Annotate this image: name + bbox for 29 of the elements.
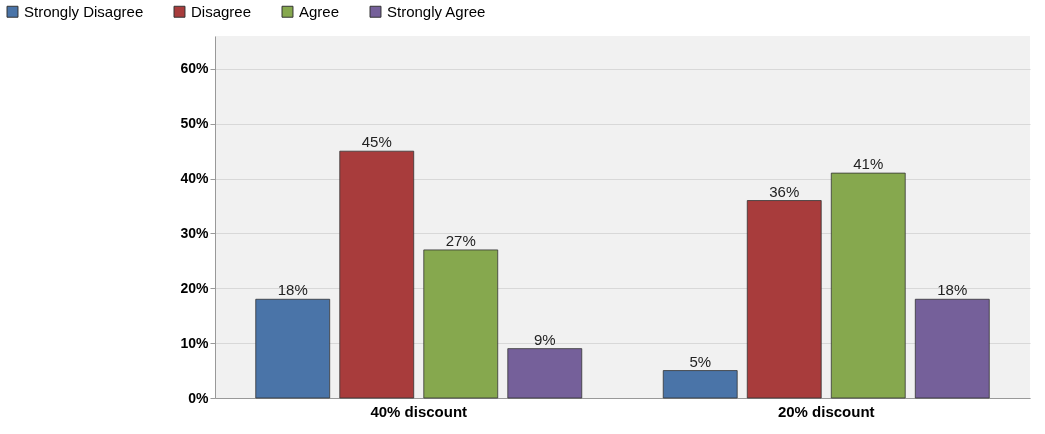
- data-label: 41%: [853, 155, 884, 173]
- y-tick-label: 10%: [180, 334, 210, 351]
- bar: [507, 348, 583, 399]
- data-label: 18%: [277, 281, 308, 299]
- data-label: 18%: [937, 281, 968, 299]
- bar: [255, 298, 331, 399]
- bar: [423, 249, 499, 399]
- data-label: 5%: [689, 352, 712, 370]
- y-tick-label: 0%: [188, 389, 210, 406]
- data-label: 9%: [533, 330, 556, 348]
- x-tick-label: 40% discount: [370, 402, 468, 420]
- legend-label: Strongly Disagree: [24, 2, 144, 20]
- y-tick-label: 40%: [180, 170, 210, 187]
- bar: [830, 172, 906, 399]
- bar: [914, 298, 990, 399]
- legend-label: Disagree: [191, 2, 252, 20]
- legend-label: Agree: [299, 2, 340, 20]
- legend-label: Strongly Agree: [387, 2, 486, 20]
- data-label: 36%: [769, 182, 800, 200]
- bar: [339, 150, 415, 399]
- data-label: 27%: [445, 231, 476, 249]
- y-tick-label: 30%: [180, 224, 210, 241]
- bar: [662, 370, 738, 399]
- x-tick-label: 20% discount: [777, 402, 875, 420]
- y-tick-label: 50%: [180, 115, 210, 132]
- bar: [746, 200, 822, 399]
- y-tick-label: 60%: [180, 60, 210, 77]
- y-tick-label: 20%: [180, 279, 210, 296]
- data-label: 45%: [361, 133, 392, 151]
